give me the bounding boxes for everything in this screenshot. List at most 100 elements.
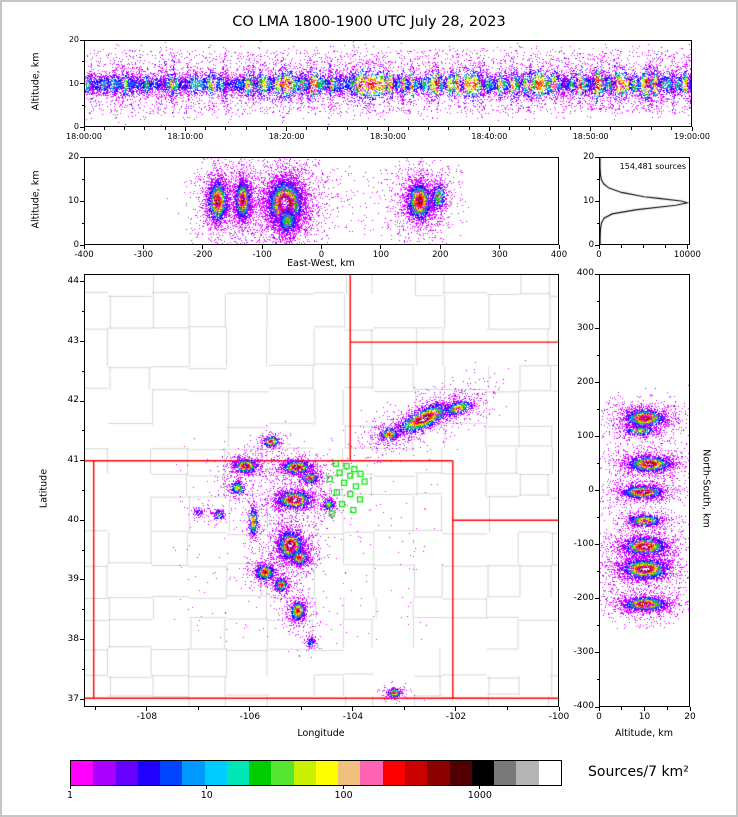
tick-mark (499, 245, 501, 249)
colorbar-segment (182, 761, 205, 785)
tick-label: 400 (550, 250, 568, 260)
ew-height-ylabel: Altitude, km (30, 170, 42, 229)
tick-label: 18:20:00 (268, 132, 305, 141)
tick-mark (184, 127, 186, 131)
tick-mark (80, 126, 84, 128)
tick-mark (206, 786, 208, 789)
tick-mark (598, 707, 600, 711)
tick-mark (595, 435, 599, 437)
time-height-plot (85, 41, 691, 126)
tick-mark (595, 706, 599, 708)
tick-mark (595, 200, 599, 202)
tick-mark (691, 127, 693, 131)
tick-mark (81, 609, 84, 611)
tick-label: 0 (596, 712, 602, 722)
north-south-height-panel (599, 274, 690, 707)
colorbar-tick-label: 1000 (467, 790, 492, 801)
altitude-histogram-plot (600, 158, 689, 244)
colorbar-segment (404, 761, 428, 785)
colorbar-segment (204, 761, 227, 785)
tick-mark (590, 127, 592, 131)
tick-mark (81, 178, 84, 180)
colorbar-title: Sources/7 km² (588, 764, 689, 780)
tick-mark (80, 244, 84, 246)
tick-label: 20 (684, 712, 696, 722)
tick-mark (80, 39, 84, 41)
tick-mark (689, 707, 691, 711)
tick-mark (596, 222, 599, 224)
north-south-height-plot (600, 275, 689, 706)
tick-mark (300, 707, 302, 710)
tick-mark (81, 61, 84, 63)
tick-label: 38 (67, 634, 79, 645)
tick-mark (630, 127, 632, 130)
tick-mark (468, 127, 470, 130)
tick-label: 200 (432, 250, 449, 260)
colorbar-segment (471, 761, 495, 785)
tick-mark (202, 245, 204, 249)
tick-mark (80, 83, 84, 84)
colorbar-segment (115, 761, 138, 785)
tick-label: 44 (67, 276, 79, 287)
tick-mark (529, 127, 531, 130)
tick-label: 41 (67, 455, 79, 466)
tick-label: 19:00:00 (674, 132, 710, 141)
tick-mark (387, 127, 389, 131)
tick-mark (80, 400, 84, 402)
colorbar-segment (494, 761, 517, 785)
tick-mark (650, 127, 652, 130)
tick-mark (367, 127, 369, 130)
tick-label: 18:30:00 (370, 132, 406, 141)
tick-mark (595, 156, 599, 158)
ns-height-ylabel: North-South, km (700, 449, 712, 528)
tick-mark (596, 679, 599, 681)
map-xlabel: Longitude (297, 728, 345, 739)
tick-label: 0 (318, 250, 325, 260)
tick-mark (144, 127, 146, 130)
colorbar-segment (315, 761, 339, 785)
tick-mark (596, 462, 599, 464)
tick-label: 20 (68, 35, 79, 45)
tick-label: -200 (573, 593, 594, 604)
tick-label: 20 (68, 151, 79, 162)
colorbar-tick-label: 10 (200, 790, 213, 801)
tick-mark (595, 652, 599, 654)
tick-mark (595, 381, 599, 383)
tick-mark (81, 222, 84, 224)
tick-mark (146, 707, 148, 711)
tick-mark (595, 490, 599, 491)
ns-height-xlabel: Altitude, km (615, 728, 673, 739)
tick-mark (596, 300, 599, 302)
tick-mark (558, 245, 560, 249)
plan-view-map-plot (85, 275, 558, 706)
tick-label: -104 (342, 712, 364, 722)
tick-label: -106 (239, 712, 261, 722)
tick-mark (80, 200, 84, 202)
tick-mark (664, 245, 666, 248)
colorbar-segment (427, 761, 450, 785)
tick-label: -100 (252, 250, 272, 260)
tick-mark (69, 786, 71, 789)
tick-mark (621, 707, 623, 710)
colorbar-segment (293, 761, 316, 785)
tick-mark (245, 127, 247, 130)
tick-mark (80, 340, 84, 342)
tick-label: 42 (67, 395, 79, 406)
tick-mark (448, 127, 450, 130)
ew-height-xlabel: East-West, km (287, 258, 355, 269)
tick-label: 10 (583, 195, 594, 206)
tick-mark (83, 245, 85, 249)
tick-mark (686, 245, 688, 249)
tick-mark (103, 127, 105, 130)
colorbar-segment (226, 761, 250, 785)
colorbar-tick-label: 1 (66, 790, 74, 801)
tick-mark (479, 786, 481, 789)
tick-label: 0 (588, 484, 594, 495)
tick-mark (596, 571, 599, 573)
tick-mark (598, 245, 600, 249)
tick-label: -100 (548, 712, 570, 722)
tick-label: -300 (573, 647, 594, 658)
tick-mark (80, 281, 84, 283)
tick-mark (620, 245, 622, 248)
